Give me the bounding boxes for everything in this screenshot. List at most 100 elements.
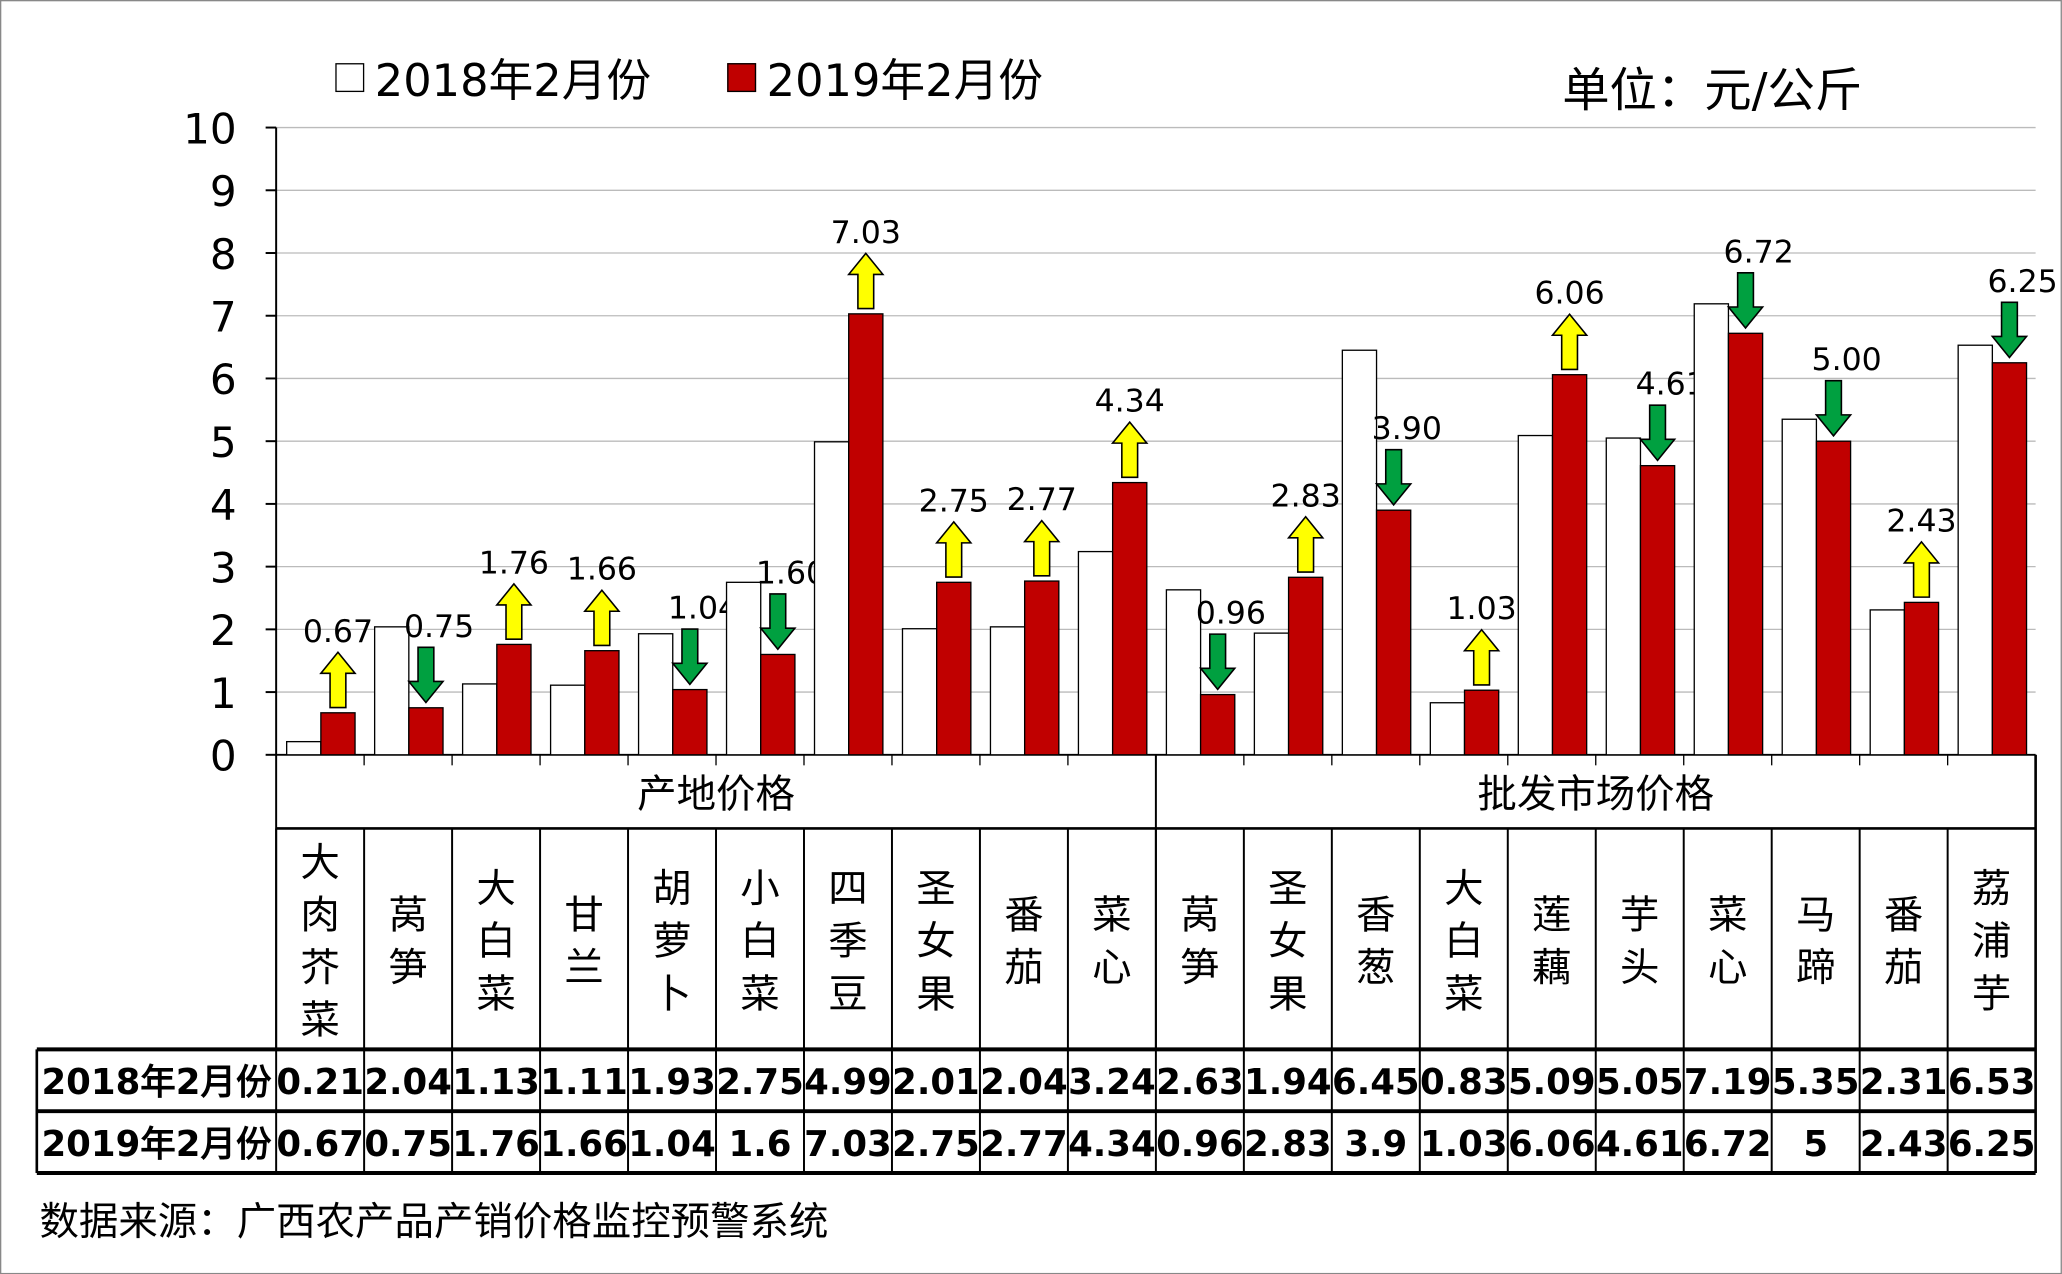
table-cell: 0.96 [1156, 1124, 1244, 1165]
y-tick-label: 5 [210, 418, 237, 467]
table-cell: 6.53 [1948, 1062, 2036, 1103]
bar-2018 [1957, 344, 1994, 756]
bar-2018 [1693, 303, 1730, 756]
table-row-header: 2019年2月份 [41, 1124, 272, 1165]
category-label-char: 莴 [1180, 892, 1219, 938]
y-tick-label: 10 [183, 104, 237, 153]
bar-2019 [320, 712, 356, 756]
category-label-char: 大 [300, 840, 339, 886]
y-tick-label: 8 [210, 230, 237, 279]
category-label-char: 笋 [388, 945, 427, 991]
data-label: 0.96 [1196, 596, 1266, 632]
data-label: 4.34 [1095, 384, 1165, 420]
category-label-char: 四 [828, 866, 867, 912]
up-arrow-icon [495, 582, 533, 640]
up-arrow-icon [319, 651, 357, 709]
table-cell: 3.24 [1068, 1062, 1156, 1103]
table-cell: 2.75 [892, 1124, 980, 1165]
category-label-char: 芥 [300, 945, 339, 991]
category-label-char: 菜 [476, 971, 515, 1017]
category-label-char: 笋 [1180, 945, 1219, 991]
bar-2018 [1869, 609, 1906, 756]
table-row-header: 2018年2月份 [41, 1062, 272, 1103]
table-cell: 2.31 [1860, 1062, 1948, 1103]
category-label-char: 蹄 [1796, 945, 1835, 991]
data-label: 2.43 [1886, 503, 1956, 539]
category-label-char: 肉 [300, 892, 339, 938]
bar-2018 [286, 740, 322, 756]
data-label: 3.90 [1372, 411, 1442, 447]
group-label: 批发市场价格 [1477, 771, 1714, 817]
category-label-char: 头 [1620, 945, 1659, 991]
bar-2019 [1023, 580, 1060, 756]
table-cell: 6.72 [1684, 1124, 1772, 1165]
up-arrow-icon [1022, 519, 1061, 577]
category-label-char: 女 [916, 919, 955, 965]
category-label-char: 圣 [1268, 866, 1307, 912]
table-cell: 0.75 [364, 1124, 452, 1165]
table-cell: 2.04 [980, 1062, 1068, 1103]
table-cell: 1.11 [540, 1062, 628, 1103]
bar-2018 [637, 633, 674, 756]
bar-2018 [461, 683, 498, 756]
category-label-char: 小 [740, 866, 779, 912]
up-arrow-icon [583, 588, 621, 647]
bar-2018 [989, 626, 1026, 756]
up-arrow-icon [1462, 628, 1501, 686]
bar-2019 [1551, 374, 1588, 756]
category-label-char: 菜 [1444, 971, 1483, 1017]
bar-2019 [672, 688, 708, 756]
bar-2019 [1375, 509, 1412, 756]
y-tick-label: 9 [210, 167, 237, 216]
data-label: 5.00 [1812, 342, 1882, 378]
table-cell: 1.04 [628, 1124, 716, 1165]
category-label-char: 马 [1796, 892, 1835, 938]
bar-2019 [760, 653, 796, 756]
category-label-char: 番 [1004, 892, 1043, 938]
bar-2018 [1605, 437, 1642, 756]
category-label-char: 藕 [1532, 945, 1571, 991]
bar-2018 [1517, 434, 1554, 756]
legend-label-2018: 2018年2月份 [374, 55, 652, 108]
bar-2018 [813, 441, 850, 756]
category-label-char: 莴 [388, 892, 427, 938]
data-label: 2.75 [919, 483, 989, 519]
category-label-char: 白 [1444, 919, 1483, 965]
category-label-char: 甘 [564, 892, 603, 938]
category-label-char: 萝 [652, 919, 691, 965]
category-label-char: 莲 [1532, 892, 1571, 938]
category-label-char: 芋 [1620, 892, 1659, 938]
legend-item-2018: 2018年2月份 [335, 45, 651, 109]
bar-2019 [848, 313, 884, 756]
table-cell: 1.93 [628, 1062, 716, 1103]
table-cell: 5.09 [1508, 1062, 1596, 1103]
group-label: 产地价格 [637, 771, 795, 817]
category-label-char: 果 [916, 971, 955, 1017]
category-label-char: 心 [1708, 945, 1747, 991]
category-label-char: 兰 [564, 945, 603, 991]
up-arrow-icon [1902, 540, 1941, 598]
table-cell: 7.03 [804, 1124, 892, 1165]
table-cell: 1.94 [1244, 1062, 1332, 1103]
bar-2019 [1815, 440, 1852, 756]
bar-2019 [584, 650, 620, 756]
category-label-char: 浦 [1972, 919, 2011, 965]
up-arrow-icon [1110, 420, 1149, 479]
table-cell: 1.66 [540, 1124, 628, 1165]
category-label-char: 白 [476, 919, 515, 965]
table-cell: 2.43 [1860, 1124, 1948, 1165]
table-cell: 6.06 [1508, 1124, 1596, 1165]
table-cell: 0.67 [276, 1124, 364, 1165]
table-cell: 2.77 [980, 1124, 1068, 1165]
category-label-char: 菜 [300, 998, 339, 1044]
bar-2018 [1077, 550, 1114, 756]
data-label: 1.66 [567, 552, 637, 588]
table-cell: 4.99 [804, 1062, 892, 1103]
table-cell: 4.61 [1596, 1124, 1684, 1165]
category-label-char: 菜 [1092, 892, 1131, 938]
unit-label: 单位：元/公斤 [1562, 64, 1863, 119]
legend-swatch-2019 [727, 62, 757, 92]
